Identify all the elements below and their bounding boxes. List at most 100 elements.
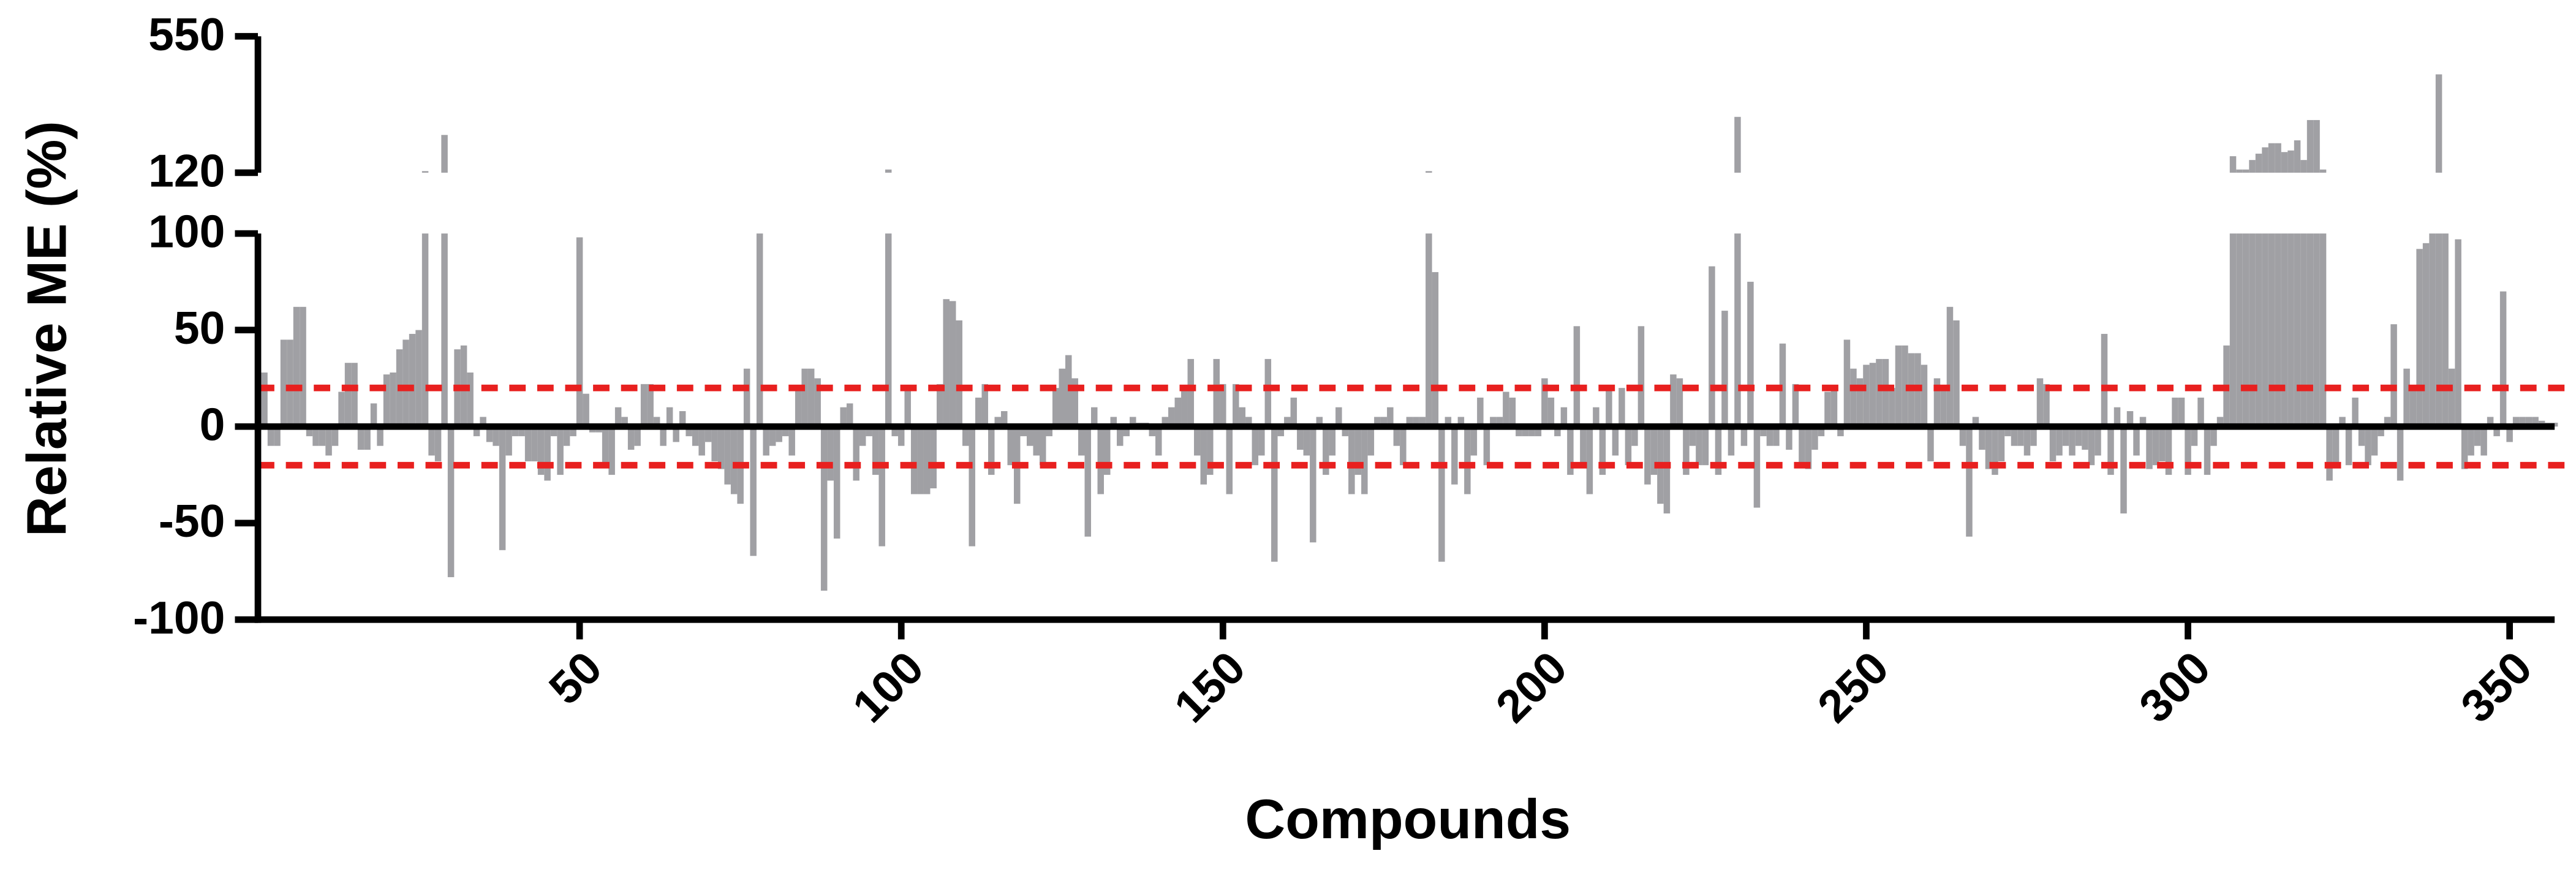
bar	[750, 426, 757, 556]
bar	[1367, 426, 1375, 456]
bar	[1998, 426, 2005, 461]
bar	[692, 426, 699, 446]
bar	[2094, 426, 2101, 456]
y-tick-label: -100	[133, 592, 225, 643]
bar	[447, 426, 455, 577]
bar	[300, 306, 306, 427]
bar	[2306, 233, 2314, 427]
bar	[2300, 233, 2307, 427]
bar	[274, 426, 281, 446]
bar	[2384, 417, 2391, 427]
bar	[287, 339, 293, 427]
bar-upper	[2313, 119, 2320, 173]
y-tick-label: 0	[200, 399, 225, 450]
bar	[1972, 417, 1979, 427]
bar	[866, 426, 872, 436]
bar	[2532, 417, 2539, 427]
bar	[814, 378, 821, 427]
bar	[1966, 426, 1973, 537]
bar	[2345, 426, 2352, 466]
bar	[769, 426, 776, 446]
bar	[2512, 417, 2520, 427]
bar	[2056, 426, 2063, 456]
y-tick-label: 550	[148, 9, 225, 60]
bar	[2197, 397, 2204, 427]
bar	[1033, 426, 1040, 456]
bar	[1953, 320, 1960, 427]
bar	[1258, 426, 1265, 456]
bar	[2409, 388, 2417, 427]
bar	[1625, 426, 1632, 466]
bar	[2422, 243, 2430, 427]
bar	[833, 426, 840, 539]
bar	[1091, 407, 1098, 427]
bar-upper	[2287, 150, 2294, 173]
bar	[1689, 426, 1696, 446]
bar	[293, 306, 300, 427]
bar	[434, 426, 442, 461]
bar	[402, 339, 409, 427]
bar	[331, 426, 339, 446]
y-axis-label: Relative ME (%)	[15, 121, 78, 537]
bar	[1200, 426, 1207, 485]
bar	[653, 417, 660, 427]
bar	[2043, 384, 2050, 427]
bar	[1747, 281, 1754, 427]
bar	[917, 426, 924, 494]
bar	[364, 426, 371, 450]
bar	[2378, 426, 2384, 436]
bar-upper	[2300, 160, 2307, 173]
bar	[2416, 249, 2423, 427]
bar	[2120, 426, 2127, 513]
bar	[1830, 388, 1838, 427]
bar	[724, 426, 731, 485]
bar	[2236, 233, 2243, 427]
bar	[1541, 378, 1548, 427]
bar	[1290, 397, 1297, 427]
bar	[1277, 426, 1285, 436]
bar-upper	[2319, 169, 2327, 173]
bar	[2069, 426, 2076, 456]
bar	[2403, 368, 2410, 427]
bar	[1123, 426, 1130, 436]
bar	[1927, 426, 1934, 461]
y-tick-label: 100	[148, 206, 225, 257]
bar	[1721, 311, 1728, 427]
bar	[2262, 233, 2268, 427]
bar	[647, 384, 654, 427]
bar	[1503, 392, 1509, 427]
bar-upper	[2236, 169, 2243, 173]
bar	[1734, 233, 1741, 427]
bar	[943, 299, 950, 427]
bar	[2107, 426, 2114, 475]
bar	[936, 384, 943, 427]
bar	[1342, 426, 1349, 436]
bar	[1889, 388, 1895, 427]
bar	[730, 426, 738, 494]
bar-upper	[2262, 147, 2268, 173]
bar	[1792, 384, 1799, 427]
bar	[2287, 233, 2294, 427]
bar	[872, 426, 879, 475]
bar	[2455, 239, 2461, 427]
bar	[2461, 426, 2468, 469]
bar	[1856, 378, 1864, 427]
bar	[2159, 426, 2166, 461]
bar	[1097, 426, 1105, 494]
bar	[1078, 426, 1085, 456]
y-tick-label: -50	[159, 495, 225, 547]
bar	[1264, 358, 1272, 427]
bar	[2275, 233, 2281, 427]
bar	[1104, 426, 1111, 475]
bar	[1303, 426, 1310, 456]
bar	[1728, 426, 1735, 456]
bar	[1805, 426, 1812, 469]
bar	[1477, 397, 1484, 427]
bar-upper	[2435, 74, 2442, 173]
bar-upper	[885, 169, 892, 173]
bar	[827, 426, 834, 481]
bar	[981, 384, 988, 427]
bar	[550, 426, 557, 436]
bar	[2358, 426, 2365, 446]
bar	[1618, 388, 1625, 427]
